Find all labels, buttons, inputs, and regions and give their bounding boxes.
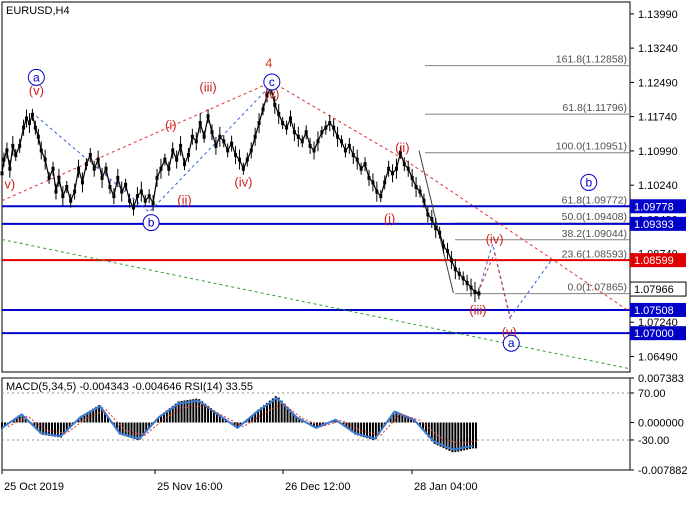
price-line	[1, 85, 480, 294]
level-badge	[630, 216, 686, 231]
fib-retracement-label: 38.2(1.09044)	[562, 228, 627, 240]
wave-label: b	[148, 216, 155, 230]
indicator-label: MACD(5,34,5) -0.004343 -0.004646 RSI(14)…	[6, 381, 253, 393]
wave-path	[36, 83, 273, 213]
wave-label: b	[585, 175, 592, 189]
wave-label-circle	[580, 173, 598, 191]
fib-extension-label: 100.0(1.10951)	[556, 141, 627, 153]
wave-label: v)	[4, 177, 15, 192]
price-tick-label: 1.13990	[638, 9, 678, 21]
level-label: 1.08599	[634, 255, 674, 267]
wave-label: (ii)	[177, 193, 191, 208]
level-badge	[630, 253, 686, 268]
wave-label: 4	[265, 56, 272, 71]
fib-extension-label: 61.8(1.11796)	[562, 102, 627, 114]
level-badge	[630, 326, 686, 341]
wave-label: a	[33, 70, 40, 84]
price-tick-label: 1.13240	[638, 43, 678, 55]
price-tick-label: 1.12490	[638, 77, 678, 89]
wave-label: (i)	[384, 211, 396, 226]
indicator-tick-label: 70.00	[638, 388, 666, 400]
indicator-tick-label: -30.00	[638, 435, 669, 447]
wave-label: (v)	[264, 87, 279, 102]
price-tick-label: 1.11740	[638, 112, 677, 124]
rsi-line	[1, 396, 474, 451]
wave-path	[477, 251, 511, 320]
current-price-badge	[629, 281, 687, 297]
level-label: 1.07000	[634, 328, 674, 340]
x-tick-label: 25 Nov 16:00	[157, 481, 222, 493]
fib-retracement-label: 23.6(1.08593)	[562, 248, 627, 260]
indicator-tick-label: 0.007383	[638, 373, 684, 385]
wave-label: (iii)	[469, 302, 486, 317]
wave-label: (iv)	[234, 174, 252, 189]
wave-path	[1, 81, 631, 313]
x-tick-label: 25 Oct 2019	[4, 481, 64, 493]
price-tick-label: 1.10240	[638, 180, 678, 192]
level-badge	[630, 199, 686, 214]
wave-label: (v)	[29, 83, 44, 98]
level-badge	[630, 302, 686, 317]
level-label: 1.09393	[634, 219, 674, 231]
x-tick-label: 28 Jan 04:00	[414, 481, 478, 493]
wave-label-circle	[142, 214, 160, 232]
wave-path	[1, 239, 631, 370]
wave-label: (ii)	[395, 140, 409, 155]
fib-retracement-label: 0.0(1.07865)	[567, 282, 627, 294]
indicator-tick-label: 0.000000	[638, 417, 684, 429]
level-label: 1.07508	[634, 305, 674, 317]
indicator-tick-label: -0.007882	[638, 465, 688, 477]
x-tick-label: 26 Dec 12:00	[285, 481, 350, 493]
level-label: 1.09778	[634, 201, 674, 213]
price-tick-label: 1.06490	[638, 351, 678, 363]
wave-label-circle	[263, 73, 281, 91]
wave-label-circle	[502, 334, 520, 352]
fib-extension-label: 161.8(1.12858)	[556, 54, 627, 66]
wave-path	[477, 242, 552, 319]
current-price-label: 1.07966	[634, 284, 674, 296]
wave-label: (i)	[165, 117, 177, 132]
price-pane	[1, 1, 631, 373]
wave-label: c	[269, 75, 275, 89]
fib-retracement-label: 50.0(1.09408)	[562, 211, 627, 223]
fib-retracement-label: 61.8(1.09772)	[562, 195, 627, 207]
wave-label: a	[508, 336, 515, 350]
symbol-label: EURUSD,H4	[6, 5, 70, 17]
signal-line	[7, 402, 479, 445]
wave-label: (iv)	[486, 232, 504, 247]
wave-label-circle	[27, 68, 45, 86]
price-tick-label: 1.10990	[638, 146, 678, 158]
wave-label: (iii)	[199, 79, 216, 94]
